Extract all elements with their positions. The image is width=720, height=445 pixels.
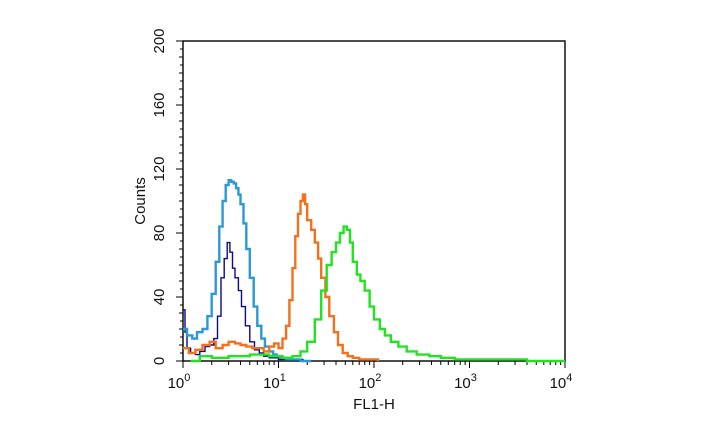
histogram-series-3	[183, 193, 380, 361]
x-tick-labels: 100 101 102 103 104	[168, 372, 573, 392]
y-minor-ticks	[176, 40, 183, 362]
histogram-series-4	[190, 225, 565, 363]
histogram-series-1	[183, 241, 312, 362]
x-minor-ticks	[182, 361, 566, 368]
x-tick-label: 101	[263, 372, 286, 392]
y-tick-label: 200	[151, 28, 168, 53]
y-axis-title: Counts	[132, 177, 149, 225]
y-tick-label: 0	[151, 357, 168, 365]
y-tick-labels: 0 40 80 120 160 200	[151, 28, 168, 365]
y-tick-label: 120	[151, 156, 168, 181]
series-layer	[183, 179, 565, 363]
x-tick-label: 103	[454, 372, 477, 392]
x-tick-label: 102	[359, 372, 382, 392]
histogram-series-2	[183, 179, 312, 363]
x-tick-label: 104	[550, 372, 573, 392]
y-tick-label: 40	[151, 289, 168, 306]
y-tick-label: 80	[151, 225, 168, 242]
x-axis-title: FL1-H	[353, 396, 395, 413]
x-tick-label: 100	[168, 372, 191, 392]
y-tick-label: 160	[151, 92, 168, 117]
